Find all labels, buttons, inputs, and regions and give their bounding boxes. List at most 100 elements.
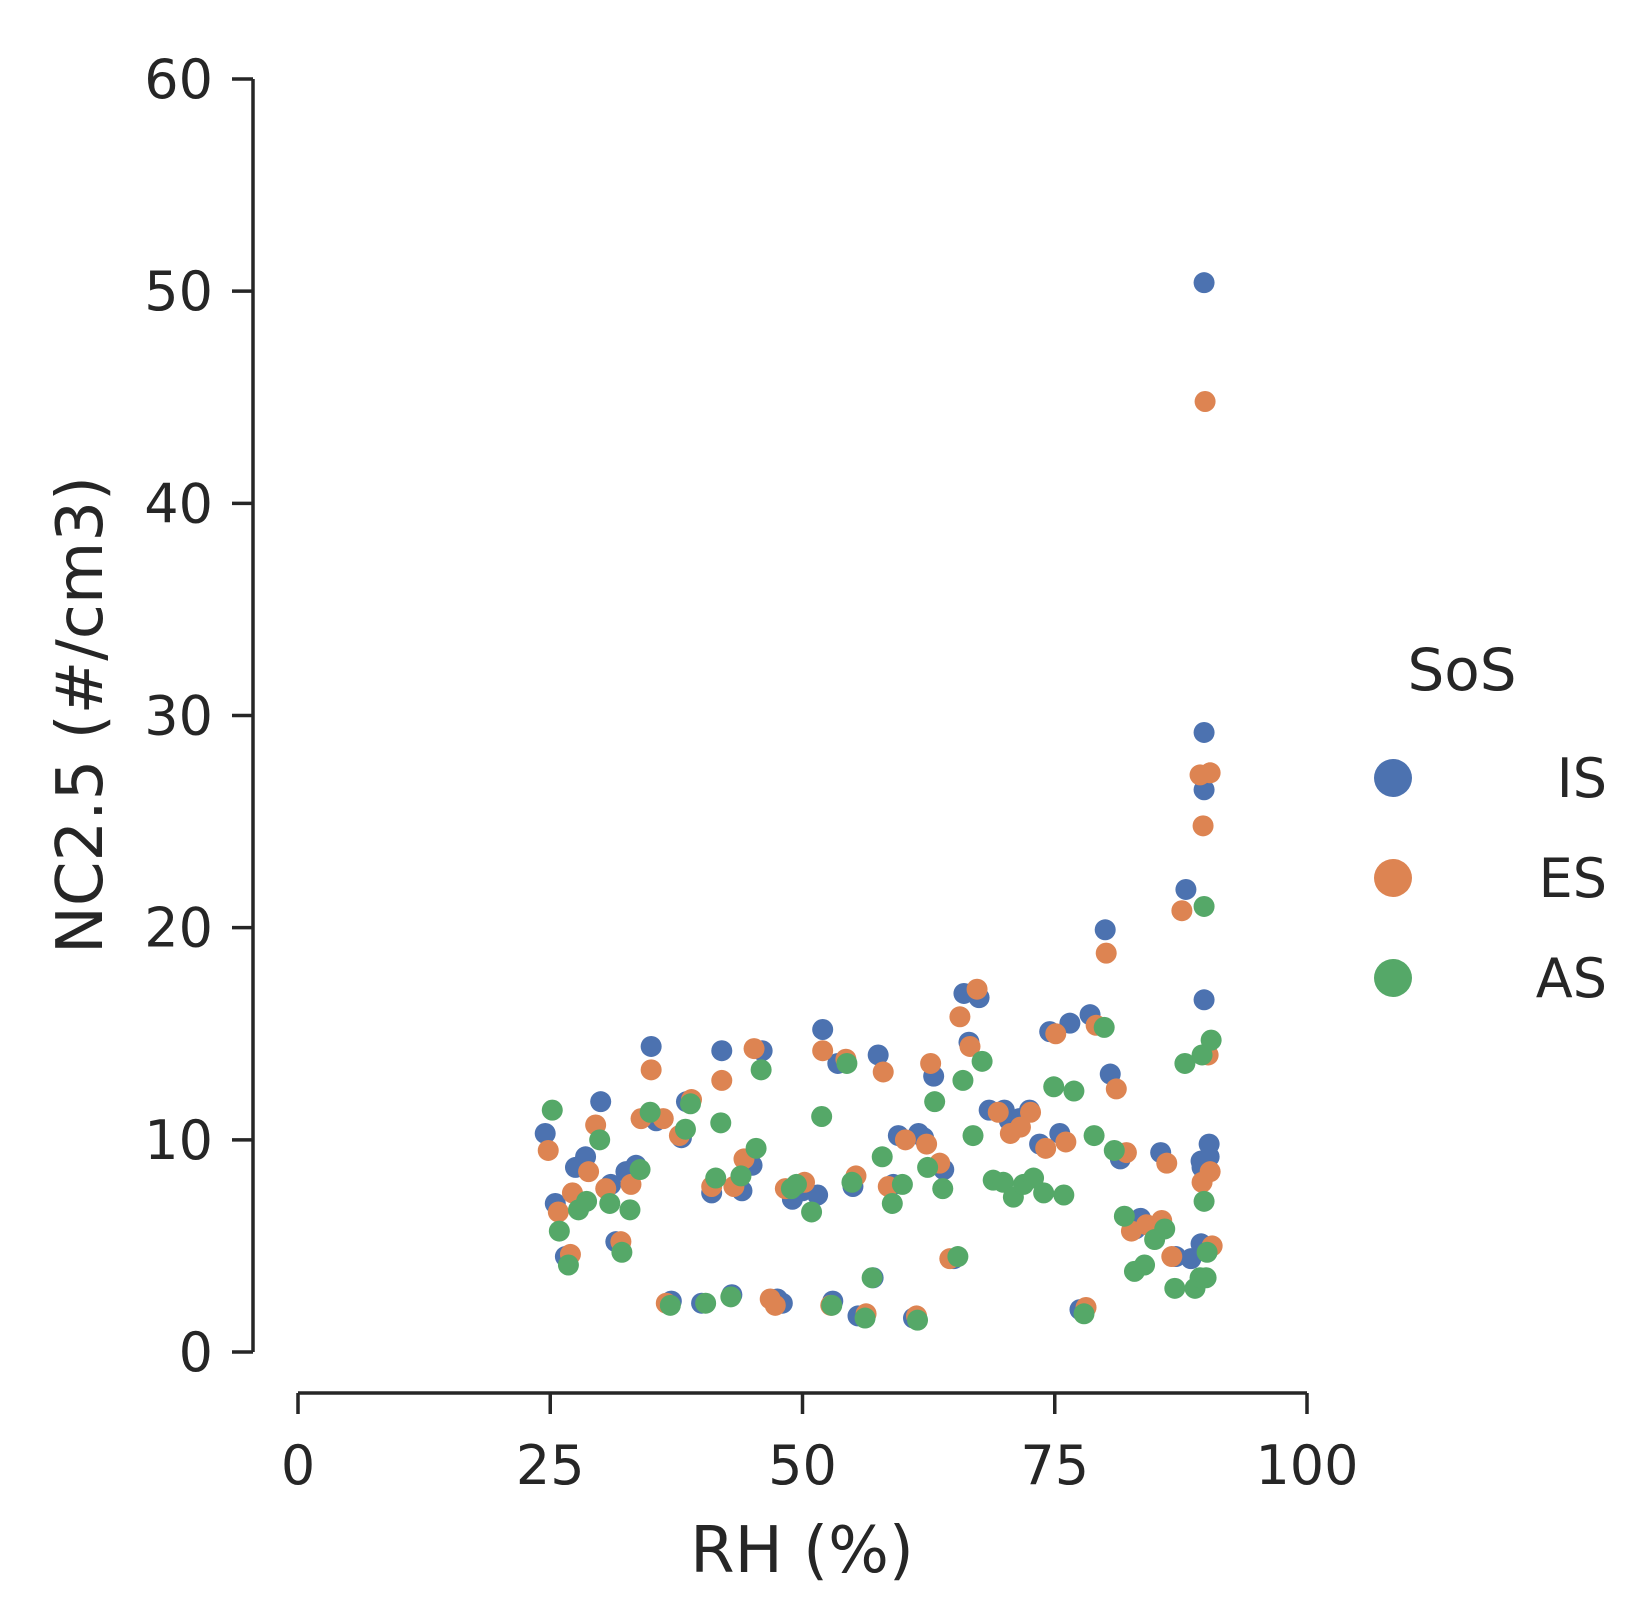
point-as: [576, 1190, 598, 1212]
point-as: [924, 1091, 946, 1113]
point-is: [711, 1040, 733, 1062]
data-points: [534, 272, 1223, 1331]
point-as: [548, 1220, 570, 1242]
point-as: [1195, 1267, 1217, 1289]
point-es: [1199, 1161, 1221, 1183]
point-es: [1020, 1101, 1042, 1123]
point-as: [541, 1099, 563, 1121]
point-is: [867, 1044, 889, 1066]
point-as: [705, 1167, 727, 1189]
point-as: [891, 1173, 913, 1195]
point-is: [640, 1035, 662, 1057]
point-as: [947, 1246, 969, 1268]
point-es: [1009, 1116, 1031, 1138]
point-as: [962, 1125, 984, 1147]
x-tick-label: 50: [768, 1434, 837, 1497]
point-as: [785, 1173, 807, 1195]
point-as: [821, 1294, 843, 1316]
legend-label-es: ES: [1539, 847, 1607, 910]
x-axis-label: RH (%): [690, 1514, 914, 1588]
point-is: [812, 1019, 834, 1041]
point-es: [1161, 1246, 1183, 1268]
point-as: [1174, 1052, 1196, 1074]
point-es: [1095, 942, 1117, 964]
point-as: [1073, 1303, 1095, 1325]
point-es: [537, 1139, 559, 1161]
point-as: [952, 1069, 974, 1091]
point-es: [1156, 1152, 1178, 1174]
x-tick-label: 100: [1255, 1434, 1358, 1497]
point-as: [629, 1159, 651, 1181]
y-tick-label: 20: [144, 897, 213, 960]
point-es: [1055, 1131, 1077, 1153]
y-tick-label: 30: [144, 685, 213, 748]
point-es: [894, 1129, 916, 1151]
legend-title: SoS: [1407, 636, 1516, 704]
point-as: [917, 1156, 939, 1178]
point-es: [812, 1040, 834, 1062]
point-as: [1193, 895, 1215, 917]
point-es: [764, 1294, 786, 1316]
point-is: [1193, 989, 1215, 1011]
point-es: [1194, 390, 1216, 412]
point-es: [1105, 1078, 1127, 1100]
point-as: [971, 1050, 993, 1072]
point-as: [589, 1129, 611, 1151]
point-as: [680, 1093, 702, 1115]
point-as: [619, 1199, 641, 1221]
point-as: [1023, 1167, 1045, 1189]
point-is: [807, 1184, 829, 1206]
point-is: [590, 1091, 612, 1113]
point-es: [640, 1059, 662, 1081]
point-as: [710, 1112, 732, 1134]
point-as: [1164, 1277, 1186, 1299]
point-as: [1053, 1184, 1075, 1206]
legend-marker-es: [1374, 859, 1412, 897]
point-as: [730, 1165, 752, 1187]
point-as: [674, 1118, 696, 1140]
point-es: [916, 1133, 938, 1155]
point-es: [966, 978, 988, 1000]
point-as: [836, 1052, 858, 1074]
point-as: [1200, 1029, 1222, 1051]
point-as: [1113, 1205, 1135, 1227]
point-as: [992, 1171, 1014, 1193]
point-is: [1193, 721, 1215, 743]
point-es: [711, 1069, 733, 1091]
legend: SoS IS ES AS: [1374, 636, 1607, 1010]
point-as: [1043, 1076, 1065, 1098]
point-es: [578, 1161, 600, 1183]
x-tick-label: 75: [1020, 1434, 1089, 1497]
point-as: [695, 1292, 717, 1314]
legend-marker-as: [1374, 959, 1412, 997]
y-axis: 0 10 20 30 40 50 60: [144, 48, 255, 1384]
point-is: [1180, 1248, 1202, 1270]
point-as: [1063, 1080, 1085, 1102]
x-tick-label: 25: [516, 1434, 585, 1497]
point-is: [1094, 919, 1116, 941]
legend-label-is: IS: [1557, 747, 1607, 810]
point-as: [745, 1137, 767, 1159]
point-es: [959, 1035, 981, 1057]
point-as: [659, 1294, 681, 1316]
point-es: [743, 1038, 765, 1060]
point-es: [1045, 1023, 1067, 1045]
legend-marker-is: [1374, 759, 1412, 797]
point-as: [861, 1267, 883, 1289]
y-tick-label: 60: [144, 48, 213, 111]
point-es: [1199, 762, 1221, 784]
point-es: [1171, 900, 1193, 922]
y-tick-label: 50: [144, 260, 213, 323]
y-tick-label: 40: [144, 472, 213, 535]
point-as: [854, 1307, 876, 1329]
y-tick-label: 0: [179, 1321, 213, 1384]
point-es: [987, 1101, 1009, 1123]
point-as: [801, 1201, 823, 1223]
point-as: [1083, 1125, 1105, 1147]
x-tick-label: 0: [281, 1434, 315, 1497]
point-as: [871, 1146, 893, 1168]
point-as: [1154, 1218, 1176, 1240]
point-is: [1193, 272, 1215, 294]
point-as: [1103, 1139, 1125, 1161]
point-as: [720, 1286, 742, 1308]
